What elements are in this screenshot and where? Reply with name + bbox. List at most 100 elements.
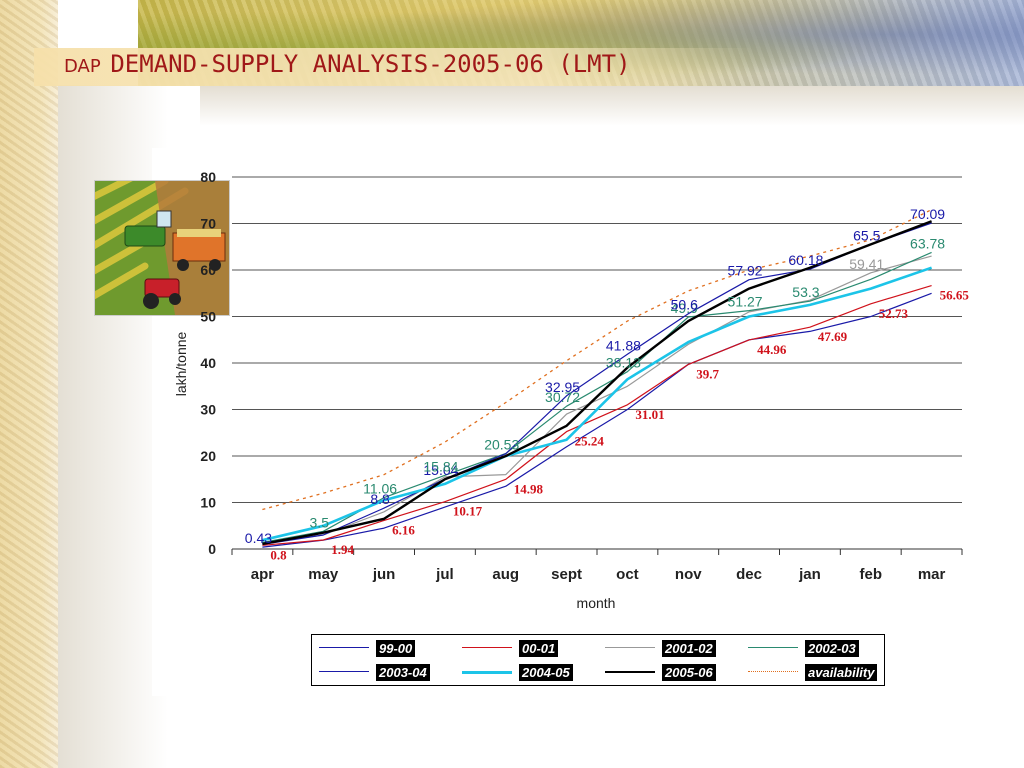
x-tick-label: may (308, 566, 339, 583)
y-tick-label: 10 (200, 495, 216, 511)
data-label: 11.06 (363, 481, 397, 497)
x-tick-label: sept (551, 566, 582, 583)
legend-item: 2004-05 (462, 662, 602, 682)
data-label: 57.92 (728, 263, 763, 279)
y-tick-label: 80 (200, 169, 216, 185)
data-label: 31.01 (635, 407, 664, 422)
series-lines (262, 209, 933, 548)
x-axis-title: month (577, 595, 616, 611)
legend-swatch (319, 647, 369, 648)
series-line-00-01 (262, 285, 932, 546)
chart-background (152, 148, 970, 696)
data-label: 30.72 (545, 389, 580, 405)
legend-item: 2002-03 (748, 638, 888, 658)
legend-swatch (748, 647, 798, 648)
gridlines (232, 176, 962, 503)
series-line-2001-02 (262, 255, 932, 544)
data-label: 59.41 (849, 256, 884, 272)
x-tick-label: aug (492, 566, 519, 583)
title-prefix: DAP (64, 56, 101, 77)
data-label: 10.17 (453, 504, 483, 519)
legend-item: 00-01 (462, 638, 602, 658)
data-labels: 0.80.43 1.943.5 6.168.811.06 10.17 15.0415.8… (245, 206, 970, 562)
data-label: 53.3 (792, 284, 819, 300)
legend-item: availability (748, 662, 888, 682)
chart-legend: 99-00 00-01 2001-02 2002-03 2003-04 2004-05 20… (311, 634, 885, 686)
y-tick-label: 50 (200, 309, 216, 325)
data-label: 6.16 (392, 522, 415, 537)
x-tick-label: apr (251, 566, 275, 583)
legend-label: 2002-03 (805, 640, 859, 657)
y-tick-label: 70 (200, 216, 216, 232)
data-label: 8.8 (370, 491, 390, 507)
data-label: 70.09 (910, 206, 945, 222)
data-label: 44.96 (757, 342, 787, 357)
y-tick-label: 30 (200, 402, 216, 418)
series-line-2004-05 (262, 266, 933, 542)
x-tick-label: jul (435, 566, 454, 583)
x-tick-label: jan (798, 566, 821, 583)
data-label: 51.27 (728, 294, 763, 310)
data-label: 65.5 (853, 227, 880, 243)
legend-swatch (605, 671, 655, 673)
data-label: 63.78 (910, 235, 945, 251)
legend-label: 2003-04 (376, 664, 430, 681)
data-label: 41.88 (606, 337, 641, 353)
data-label: 38.13 (606, 355, 641, 371)
legend-swatch (748, 671, 798, 672)
legend-item: 2003-04 (319, 662, 459, 682)
y-tick-label: 0 (208, 541, 216, 557)
legend-label: 2005-06 (662, 664, 716, 681)
legend-swatch (462, 671, 512, 674)
legend-label: availability (805, 664, 878, 681)
series-line-99-00 (262, 292, 932, 548)
data-label: 0.43 (245, 530, 272, 546)
y-tick-label: 40 (200, 355, 216, 371)
data-label: 49.9 (671, 300, 698, 316)
legend-item: 2001-02 (605, 638, 745, 658)
legend-item: 99-00 (319, 638, 459, 658)
title-main: DEMAND-SUPPLY ANALYSIS-2005-06 (LMT) (110, 50, 631, 78)
legend-item: 2005-06 (605, 662, 745, 682)
title-bar (34, 48, 754, 86)
banner-shadow (200, 86, 1024, 126)
legend-swatch (319, 671, 369, 672)
x-tick-label: mar (918, 566, 946, 583)
data-label: 20.53 (484, 437, 519, 453)
series-line-availability (262, 209, 932, 511)
data-label: 15.84 (423, 458, 458, 474)
x-tick-label: nov (675, 566, 702, 583)
data-label: 39.7 (696, 366, 719, 381)
x-tick-label: oct (616, 566, 639, 583)
data-label: 15.04 (423, 462, 458, 478)
legend-label: 99-00 (376, 640, 416, 657)
x-tick-label: dec (736, 566, 762, 583)
harvester-clipart-icon (81, 167, 230, 316)
series-line-2005-06 (262, 220, 933, 546)
data-label: 0.8 (270, 547, 287, 562)
data-label: 14.98 (514, 481, 544, 496)
y-axis-title: lakh/tonne (173, 331, 189, 396)
legend-label: 00-01 (519, 640, 559, 657)
data-label: 52.73 (879, 306, 909, 321)
data-label: 50.6 (671, 297, 698, 313)
data-label: 25.24 (575, 434, 605, 449)
legend-swatch (605, 647, 655, 648)
y-tick-label: 60 (200, 262, 216, 278)
data-label: 47.69 (818, 329, 848, 344)
slide-texture-left (0, 0, 58, 768)
data-label: 32.95 (545, 379, 580, 395)
y-tick-label: 20 (200, 448, 216, 464)
data-label: 3.5 (310, 514, 330, 530)
legend-swatch (462, 647, 512, 648)
x-tick-label: feb (860, 566, 883, 583)
legend-label: 2001-02 (662, 640, 716, 657)
axes: 0 10 20 30 40 50 60 70 80 apr may jun jul aug sept oct n… (200, 169, 963, 583)
data-label: 60.18 (788, 252, 823, 268)
data-label: 1.94 (331, 542, 354, 557)
x-tick-label: jun (372, 566, 396, 583)
legend-label: 2004-05 (519, 664, 573, 681)
slide-title: DAP DEMAND-SUPPLY ANALYSIS-2005-06 (LMT) (64, 50, 631, 78)
data-label: 56.65 (940, 288, 970, 303)
